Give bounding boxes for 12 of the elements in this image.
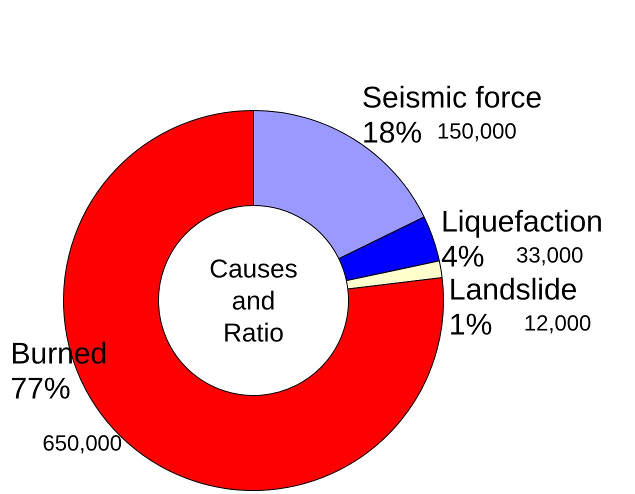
data-label: 150,000 [437, 118, 517, 144]
text: 4% [441, 240, 484, 274]
slice-label: Liquefaction [441, 205, 603, 238]
text: 18% [362, 116, 422, 150]
text: 1% [448, 308, 492, 342]
slice-label: Seismic force [362, 81, 542, 114]
text: 77% [10, 372, 71, 406]
data-label: 12,000 [524, 310, 592, 336]
text: Causes and Ratio [209, 254, 298, 348]
data-label: 33,000 [516, 242, 584, 268]
slice-label: Landslide [448, 273, 578, 306]
data-label: 650,000 [42, 430, 122, 456]
